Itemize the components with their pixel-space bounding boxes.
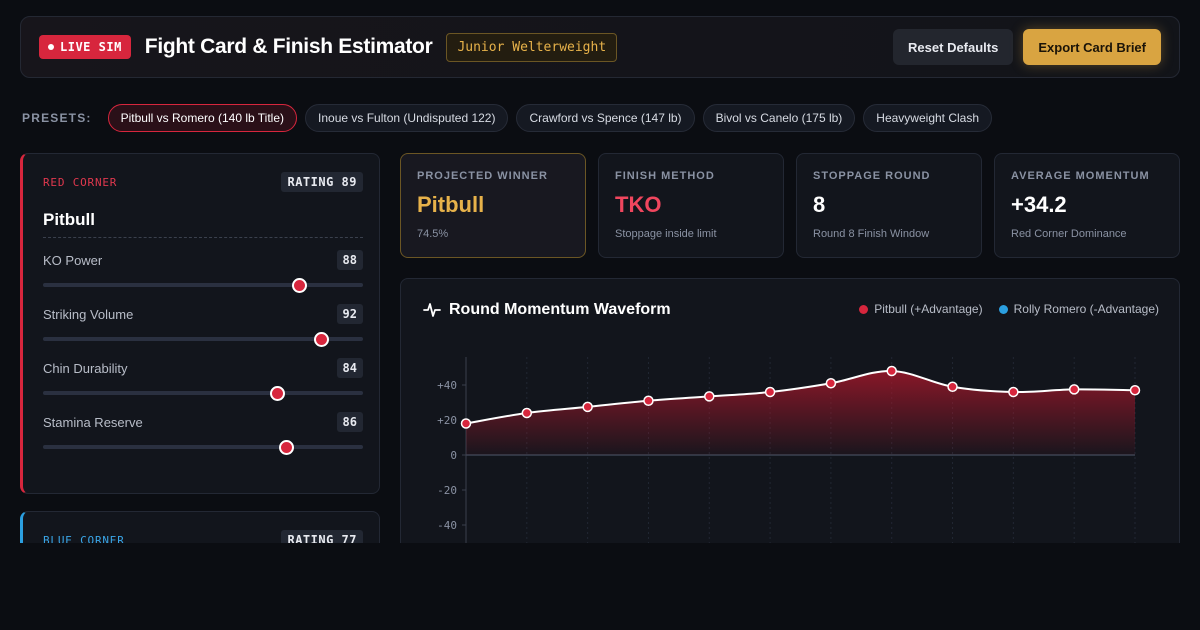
kpi-sub: Round 8 Finish Window [813,228,930,240]
slider-track[interactable] [43,283,363,287]
kpi-label: PROJECTED WINNER [417,170,548,182]
stat-value: 92 [336,304,363,324]
momentum-chart: +40 +20 0 -20 -40 [437,357,1141,579]
reset-defaults-button[interactable]: Reset Defaults [893,29,1014,65]
slider-thumb[interactable] [314,332,330,347]
kpi-value: Pitbull [417,192,485,217]
viewport-blank-area [0,543,1200,630]
presets-bar: PRESETS: Pitbull vs Romero (140 lb Title… [22,104,993,132]
kpi-finish-method: FINISH METHOD TKO Stoppage inside limit [598,153,784,258]
round-point [521,407,533,419]
live-badge: LIVE SIM [39,35,131,59]
stamina-reserve-slider[interactable] [43,440,363,455]
legend-dot-icon [998,304,1008,314]
legend-dot-icon [859,304,869,314]
live-badge-label: LIVE SIM [60,40,122,54]
chart-title: Round Momentum Waveform [423,301,671,319]
kpi-sub: Stoppage inside limit [615,228,717,240]
kpi-stoppage-round: STOPPAGE ROUND 8 Round 8 Finish Window [796,153,982,258]
round-point [947,381,958,392]
slider-thumb[interactable] [292,278,307,293]
kpi-projected-winner: PROJECTED WINNER Pitbull 74.5% [400,153,586,258]
slider-thumb[interactable] [279,440,295,455]
round-point [1129,385,1141,396]
round-point [460,418,472,429]
stat-label: Chin Durability [43,360,128,376]
momentum-area [466,370,1135,455]
round-point [582,401,593,413]
export-card-brief-button[interactable]: Export Card Brief [1023,29,1161,65]
kpi-value: TKO [615,192,662,217]
stat-label: KO Power [43,252,103,268]
preset-chip[interactable]: Heavyweight Clash [863,104,993,132]
striking-volume-slider[interactable] [43,332,363,347]
y-tick-label: +20 [437,414,457,427]
presets-label: PRESETS: [22,111,92,125]
legend-item-red: Pitbull (+Advantage) [859,302,983,316]
preset-chip[interactable]: Bivol vs Canelo (175 lb) [702,104,856,132]
round-point [1068,384,1080,395]
stat-stamina-reserve: Stamina Reserve 86 [43,412,363,455]
kpi-value: 8 [813,192,826,217]
stat-value: 84 [336,358,363,378]
chart-legend: Pitbull (+Advantage) Rolly Romero (-Adva… [859,302,1159,316]
round-point [825,378,837,389]
round-point [764,386,776,398]
red-corner-card: RED CORNER RATING 89 Pitbull KO Power 88… [20,153,380,494]
kpi-average-momentum: AVERAGE MOMENTUM +34.2 Red Corner Domina… [994,153,1180,258]
legend-label: Rolly Romero (-Advantage) [1013,302,1159,316]
slider-track[interactable] [43,391,363,395]
kpi-sub: 74.5% [417,228,449,240]
legend-label: Pitbull (+Advantage) [874,302,983,316]
kpi-sub: Red Corner Dominance [1011,228,1127,240]
app-header: LIVE SIM Fight Card & Finish Estimator J… [20,16,1180,78]
y-tick-label: +40 [437,379,457,392]
red-rating-badge: RATING 89 [281,172,363,192]
round-point [704,391,715,402]
stat-ko-power: KO Power 88 [43,250,363,293]
live-dot-icon [48,44,54,50]
kpi-label: STOPPAGE ROUND [813,170,931,182]
kpi-value: +34.2 [1011,192,1067,217]
round-point [886,365,897,377]
y-tick-label: -20 [437,484,457,497]
stat-striking-volume: Striking Volume 92 [43,304,363,347]
ko-power-slider[interactable] [43,278,363,293]
chin-durability-slider[interactable] [43,386,363,401]
stat-label: Stamina Reserve [43,414,143,430]
preset-chip[interactable]: Crawford vs Spence (147 lb) [516,104,695,132]
momentum-chart-panel: Round Momentum Waveform Pitbull (+Advant… [400,278,1180,579]
kpi-label: FINISH METHOD [615,170,715,182]
red-fighter-name: Pitbull [43,210,363,238]
round-point [643,395,654,406]
slider-thumb[interactable] [269,386,285,401]
y-tick-label: -40 [437,519,457,532]
round-point [1008,386,1019,398]
preset-chip[interactable]: Inoue vs Fulton (Undisputed 122) [305,104,509,132]
slider-track[interactable] [43,337,363,341]
preset-chip[interactable]: Pitbull vs Romero (140 lb Title) [107,104,298,132]
y-tick-label: 0 [450,449,457,462]
red-corner-label: RED CORNER [43,175,118,189]
stat-label: Striking Volume [43,306,134,322]
division-badge: Junior Welterweight [446,32,618,62]
header-actions: Reset Defaults Export Card Brief [893,29,1161,65]
slider-track[interactable] [43,445,363,449]
stat-value: 88 [336,250,363,270]
pulse-icon [423,303,441,317]
kpi-label: AVERAGE MOMENTUM [1011,170,1150,182]
chart-title-text: Round Momentum Waveform [449,301,671,318]
legend-item-blue: Rolly Romero (-Advantage) [998,302,1159,316]
app-title: Fight Card & Finish Estimator [144,35,433,58]
stat-value: 86 [336,412,363,432]
stat-chin-durability: Chin Durability 84 [43,358,363,401]
